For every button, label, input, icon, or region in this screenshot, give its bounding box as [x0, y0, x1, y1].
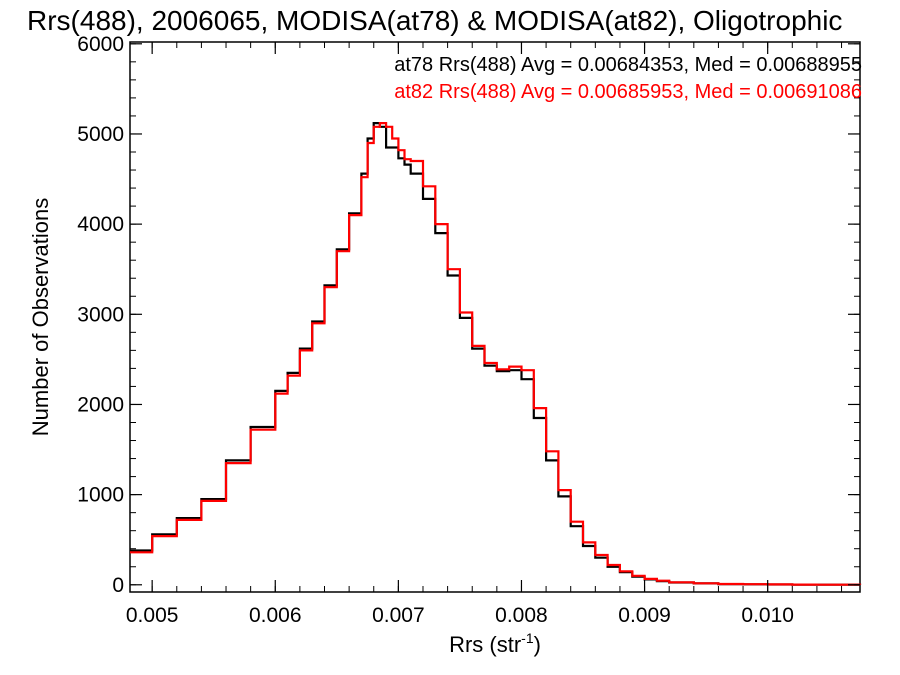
stats-line-2: at82 Rrs(488) Avg = 0.00685953, Med = 0.…: [394, 81, 862, 103]
x-tick-label: 0.009: [618, 604, 671, 627]
x-tick-label: 0.008: [495, 604, 548, 627]
x-axis-label-close: ): [534, 632, 541, 657]
x-axis-label-main: Rrs (str: [449, 632, 521, 657]
plot-frame: [129, 41, 861, 593]
plot-area: 0.005 0.006 0.007 0.008 0.009 0.010 0 1000 2000 3…: [77, 33, 862, 627]
x-tick-label: 0.010: [741, 604, 794, 627]
y-tick-label: 4000: [77, 213, 124, 236]
series-line-at78: [130, 122, 862, 586]
x-axis-label-superscript: -1: [521, 630, 534, 646]
x-tick-label: 0.005: [126, 604, 179, 627]
x-tick-label: 0.006: [249, 604, 302, 627]
stats-line-1: at78 Rrs(488) Avg = 0.00684353, Med = 0.…: [394, 54, 862, 76]
series-line-at82: [130, 122, 862, 586]
y-tick-label: 5000: [77, 123, 124, 146]
x-tick-label: 0.007: [372, 604, 425, 627]
x-axis-label: Rrs (str-1): [449, 630, 541, 657]
ticks-layer: 0.005 0.006 0.007 0.008 0.009 0.010 0 1000 2000 3…: [77, 33, 860, 627]
y-tick-label: 2000: [77, 393, 124, 416]
y-axis-label: Number of Observations: [28, 198, 53, 436]
series-layer: [130, 122, 862, 586]
y-tick-label: 0: [112, 574, 124, 597]
chart-title: Rrs(488), 2006065, MODISA(at78) & MODISA…: [27, 5, 842, 36]
y-tick-label: 1000: [77, 484, 124, 507]
stats-legend: at78 Rrs(488) Avg = 0.00684353, Med = 0.…: [394, 54, 862, 103]
y-tick-label: 6000: [77, 33, 124, 56]
y-tick-label: 3000: [77, 303, 124, 326]
